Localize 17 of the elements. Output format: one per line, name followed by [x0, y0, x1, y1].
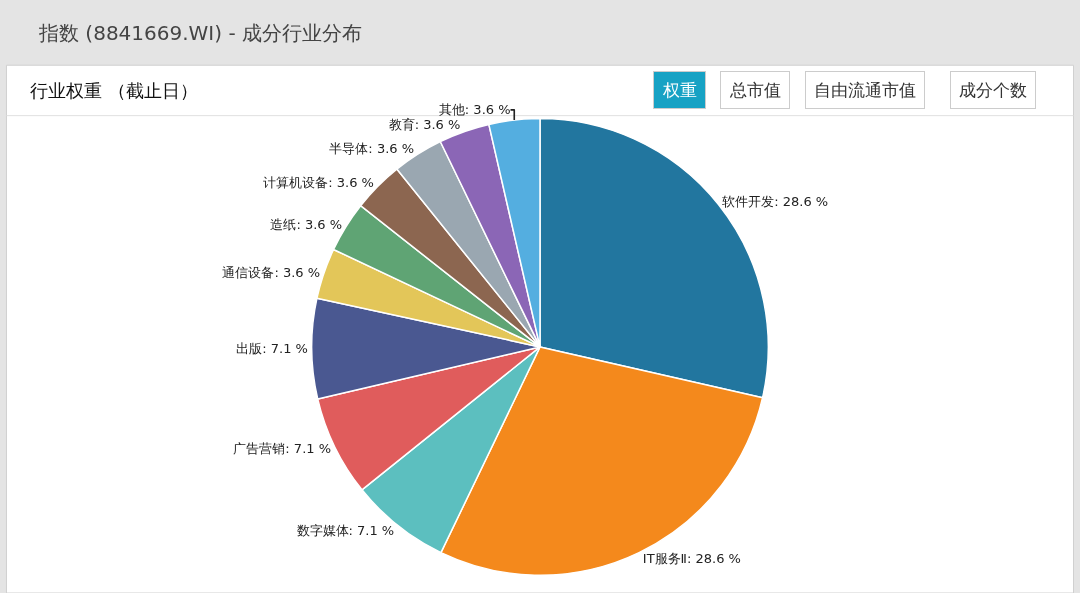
slice-label: 广告营销: 7.1 %	[233, 440, 332, 456]
slice-label: 造纸: 3.6 %	[270, 217, 343, 233]
slice-label: 出版: 7.1 %	[236, 341, 308, 357]
chart-subtitle: 行业权重 （截止日）	[30, 80, 198, 101]
slice-label: 教育: 3.6 %	[388, 117, 461, 133]
slice-label: 计算机设备: 3.6 %	[263, 175, 374, 191]
text: 总市值	[729, 80, 781, 100]
text: 权重	[662, 80, 697, 100]
slice-label: 通信设备: 3.6 %	[222, 265, 321, 281]
text: 成分个数	[959, 80, 1027, 100]
chart-title: 指数 (8841669.WI) - 成分行业分布	[38, 21, 362, 45]
slice-label: 半导体: 3.6 %	[329, 141, 415, 157]
slice-label: 数字媒体: 7.1 %	[296, 522, 395, 538]
slice-label: 软件开发: 28.6 %	[722, 194, 829, 210]
slice-label: IT服务Ⅱ: 28.6 %	[642, 551, 741, 567]
text: 自由流通市值	[814, 80, 916, 100]
slice-label: 其他: 3.6 %	[438, 102, 511, 118]
